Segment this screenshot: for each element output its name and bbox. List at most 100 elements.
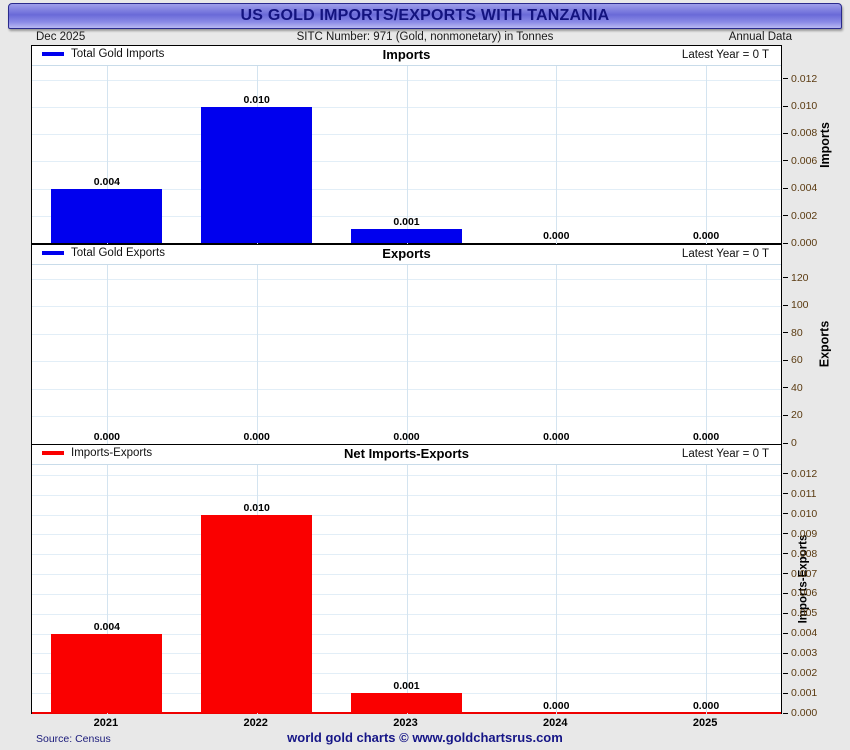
y-tick-label: 0.008 (791, 127, 818, 140)
y-tick: 0.002 (783, 210, 817, 222)
y-tick-mark (783, 592, 788, 594)
gridline-vertical (257, 265, 258, 445)
y-tick-mark (783, 632, 788, 634)
gridline-horizontal (32, 474, 781, 476)
y-tick-label: 0.012 (791, 72, 818, 85)
y-tick-mark (783, 242, 788, 244)
y-tick: 40 (783, 382, 803, 394)
y-axis-imports: Imports 0.000 0.002 0.004 0.006 0.008 0.010 0.… (783, 45, 850, 249)
gridline-vertical (407, 465, 408, 714)
y-tick: 0.004 (783, 627, 817, 639)
bar-value-label: 0.000 (393, 431, 420, 443)
x-tick-label-2022: 2022 (243, 717, 268, 729)
y-tick: 0.006 (783, 587, 817, 599)
y-tick-label: 0.002 (791, 667, 818, 680)
gridline-horizontal (32, 333, 781, 335)
y-tick-mark (783, 187, 788, 189)
gridline-horizontal (32, 106, 781, 108)
subheader-description: SITC Number: 971 (Gold, nonmonetary) in … (296, 31, 554, 43)
y-tick-label: 0.010 (791, 507, 818, 520)
footer-source: Source: Census (36, 733, 111, 745)
bar-2023[interactable] (351, 229, 462, 243)
panel-latest-imports: Latest Year = 0 T (681, 49, 769, 61)
subheader-frequency: Annual Data (728, 31, 792, 43)
gridline-horizontal (32, 673, 781, 675)
bar-value-label: 0.001 (393, 680, 420, 693)
y-tick-label: 0 (791, 437, 797, 449)
panel-latest-exports: Latest Year = 0 T (681, 248, 769, 260)
y-tick-label: 0.010 (791, 100, 818, 113)
gridline-horizontal (32, 534, 781, 536)
legend-net: Imports-Exports (42, 447, 152, 459)
gridline-vertical (107, 265, 108, 445)
panel-header-imports: Total Gold Imports Imports Latest Year =… (32, 46, 781, 66)
gridline-horizontal (32, 306, 781, 308)
bar-2021[interactable] (51, 188, 163, 243)
y-tick: 0.004 (783, 182, 817, 194)
bar-value-label: 0.000 (93, 431, 121, 443)
y-tick-label: 0.001 (791, 687, 818, 700)
y-tick: 0.007 (783, 568, 817, 580)
y-tick-mark (783, 359, 788, 361)
y-tick: 100 (783, 299, 809, 311)
y-tick-label: 100 (791, 299, 809, 312)
y-axis-title-imports: Imports (818, 121, 833, 168)
page-title: US GOLD IMPORTS/EXPORTS WITH TANZANIA (240, 7, 610, 24)
y-tick-label: 80 (791, 326, 803, 339)
y-tick-mark (783, 493, 788, 495)
y-tick-mark (783, 442, 788, 444)
y-tick: 0.002 (783, 667, 817, 679)
panel-latest-net: Latest Year = 0 T (681, 448, 769, 460)
bar-value-label: 0.010 (243, 501, 270, 514)
y-tick: 120 (783, 272, 809, 284)
x-tick-label-2023: 2023 (393, 717, 418, 729)
legend-imports: Total Gold Imports (42, 48, 164, 60)
panel-header-exports: Total Gold Exports Exports Latest Year =… (32, 245, 781, 265)
gridline-vertical (107, 465, 108, 714)
y-tick: 0.000 (783, 707, 817, 719)
x-axis-labels: 2021 2022 2023 2024 2025 (31, 715, 782, 735)
y-tick-label: 120 (791, 271, 809, 284)
panel-header-net: Imports-Exports Net Imports-Exports Late… (32, 445, 781, 465)
y-tick-label: 0.006 (791, 154, 818, 167)
gridline-horizontal (32, 416, 781, 418)
gridline-horizontal (32, 361, 781, 363)
y-tick: 20 (783, 409, 803, 421)
panel-title-net: Net Imports-Exports (344, 446, 469, 461)
bar-2023[interactable] (351, 693, 462, 713)
y-axis-exports: Exports 0 20 40 60 80 100 120 (783, 244, 850, 449)
bar-2021[interactable] (51, 633, 163, 713)
gridline-horizontal (32, 494, 781, 496)
y-tick-label: 60 (791, 354, 803, 367)
y-tick-mark (783, 652, 788, 654)
bar-2022[interactable] (201, 106, 313, 243)
y-tick: 0.005 (783, 607, 817, 619)
legend-label-net: Imports-Exports (71, 447, 153, 459)
bar-2022[interactable] (201, 514, 313, 713)
y-tick: 0.012 (783, 73, 817, 85)
panel-title-imports: Imports (382, 47, 431, 62)
bar-value-label: 0.000 (692, 700, 720, 712)
y-tick: 0 (783, 437, 797, 449)
y-tick: 0.012 (783, 468, 817, 480)
y-tick-mark (783, 277, 788, 279)
plot-area-imports: 0.004 0.010 0.001 0.000 0.000 (32, 66, 781, 244)
gridline-vertical (407, 265, 408, 445)
gridline-vertical (556, 66, 557, 244)
gridline-horizontal (32, 554, 781, 556)
gridline-horizontal (32, 633, 781, 635)
legend-label-exports: Total Gold Exports (71, 247, 165, 259)
y-tick-label: 0.005 (791, 607, 818, 620)
gridline-horizontal (32, 188, 781, 190)
y-tick-label: 0.004 (791, 627, 818, 640)
gridline-horizontal (32, 278, 781, 280)
legend-swatch-icon (42, 251, 64, 255)
y-tick-mark (783, 573, 788, 575)
legend-label-imports: Total Gold Imports (71, 48, 165, 60)
gridline-vertical (706, 66, 707, 244)
y-tick-label: 40 (791, 381, 803, 394)
y-tick-label: 0.000 (791, 237, 818, 249)
y-tick: 0.009 (783, 528, 817, 540)
y-tick: 0.000 (783, 237, 817, 249)
